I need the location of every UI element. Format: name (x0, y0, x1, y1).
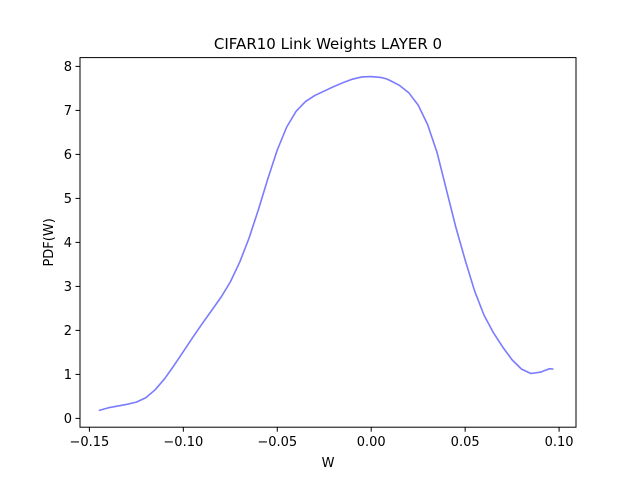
y-tick-label: 4 (64, 236, 72, 251)
x-tick-label: 0.05 (451, 435, 480, 450)
x-axis-title: W (322, 456, 335, 471)
y-axis-title: PDF(W) (42, 218, 57, 266)
y-tick-label: 8 (64, 60, 72, 75)
x-tick-label: 0.10 (545, 435, 574, 450)
y-tick-label: 7 (64, 104, 72, 119)
y-tick-label: 6 (64, 148, 72, 163)
y-tick-label: 1 (64, 368, 72, 383)
x-tick-label: −0.05 (257, 435, 297, 450)
plot-layer (98, 75, 554, 412)
series-line-0 (98, 75, 554, 412)
y-axis-ticks: 0 1 2 3 4 5 6 7 8 (64, 60, 80, 427)
x-axis-ticks: −0.15 −0.10 −0.05 0.00 0.05 0.10 (69, 427, 574, 450)
x-tick-label: −0.10 (163, 435, 203, 450)
y-tick-label: 3 (64, 280, 72, 295)
y-tick-label: 5 (64, 192, 72, 207)
chart-title: CIFAR10 Link Weights LAYER 0 (214, 35, 442, 53)
x-tick-label: 0.00 (357, 435, 386, 450)
x-tick-label: −0.15 (69, 435, 109, 450)
y-tick-label: 0 (64, 412, 72, 427)
y-tick-label: 2 (64, 324, 72, 339)
